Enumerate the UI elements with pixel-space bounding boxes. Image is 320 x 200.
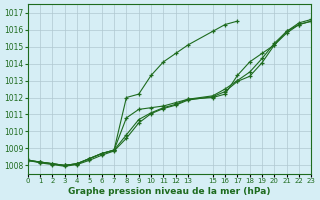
X-axis label: Graphe pression niveau de la mer (hPa): Graphe pression niveau de la mer (hPa) — [68, 187, 271, 196]
